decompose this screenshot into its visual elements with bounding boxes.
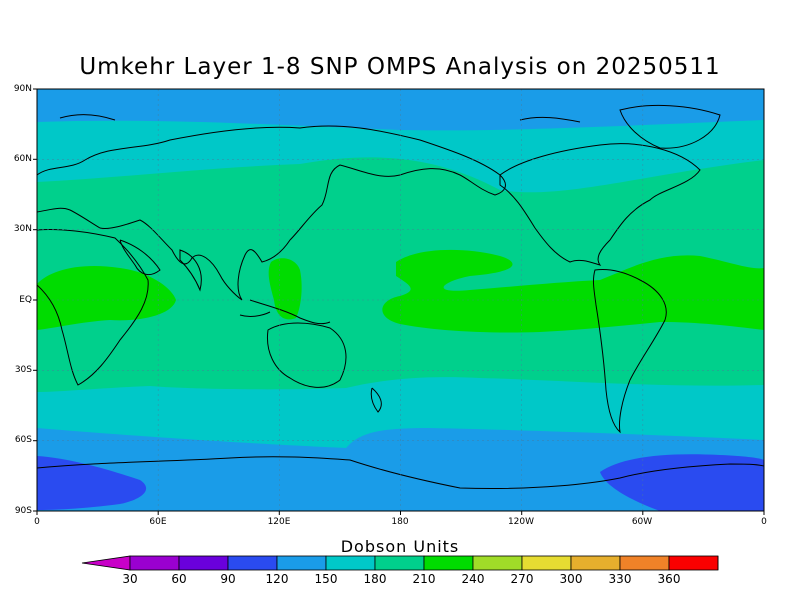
colorbar-swatch xyxy=(129,555,180,571)
colorbar-tick-label: 330 xyxy=(608,572,632,586)
colorbar xyxy=(81,555,719,571)
colorbar-tick-label: 240 xyxy=(461,572,485,586)
lon-label-0-east: 0 xyxy=(761,517,767,527)
colorbar-swatch xyxy=(178,555,229,571)
band-60-90-south-africa-sector xyxy=(37,456,147,510)
lat-label-90n: 90N xyxy=(13,84,32,94)
colorbar-swatch xyxy=(423,555,474,571)
colorbar-swatch xyxy=(374,555,425,571)
lat-label-eq: EQ xyxy=(19,295,32,305)
lon-label-0: 0 xyxy=(34,517,40,527)
lon-label-60e: 60E xyxy=(149,517,167,527)
colorbar-label: Dobson Units xyxy=(340,537,460,556)
colorbar-tick-label: 60 xyxy=(171,572,187,586)
colorbar-swatch xyxy=(325,555,376,571)
lat-label-90s: 90S xyxy=(14,506,32,516)
graticule xyxy=(37,89,764,511)
colorbar-swatch xyxy=(472,555,523,571)
colorbar-tick-label: 150 xyxy=(314,572,338,586)
lat-label-60s: 60S xyxy=(14,435,32,445)
lat-label-60n: 60N xyxy=(13,154,32,164)
colorbar-tick-label: 210 xyxy=(412,572,436,586)
colorbar-swatch xyxy=(619,555,670,571)
band-180-210-pacific xyxy=(382,249,764,333)
colorbar-under-triangle xyxy=(81,555,131,571)
tick-marks xyxy=(33,88,765,515)
colorbar-tick-label: 120 xyxy=(265,572,289,586)
lon-label-180: 180 xyxy=(391,517,409,527)
colorbar-swatch xyxy=(227,555,278,571)
band-180-210-maritime xyxy=(268,258,302,320)
map-title: Umkehr Layer 1-8 SNP OMPS Analysis on 20… xyxy=(79,54,721,80)
band-180-210-africa xyxy=(37,265,176,330)
colorbar-tick-label: 360 xyxy=(657,572,681,586)
lon-label-120w: 120W xyxy=(507,517,535,527)
colorbar-tick-label: 30 xyxy=(122,572,138,586)
colorbar-tick-label: 90 xyxy=(220,572,236,586)
colorbar-tick-label: 180 xyxy=(363,572,387,586)
colorbar-swatch xyxy=(570,555,621,571)
colorbar-tick-label: 300 xyxy=(559,572,583,586)
lon-label-60w: 60W xyxy=(631,517,653,527)
colorbar-swatch xyxy=(276,555,327,571)
lat-label-30n: 30N xyxy=(13,224,32,234)
coastlines xyxy=(37,104,764,490)
lat-label-30s: 30S xyxy=(14,365,32,375)
colorbar-tick-label: 270 xyxy=(510,572,534,586)
colorbar-swatch xyxy=(668,555,719,571)
colorbar-swatch xyxy=(521,555,572,571)
lon-label-120e: 120E xyxy=(267,517,291,527)
band-60-90-south-atlantic-sector xyxy=(600,454,764,511)
